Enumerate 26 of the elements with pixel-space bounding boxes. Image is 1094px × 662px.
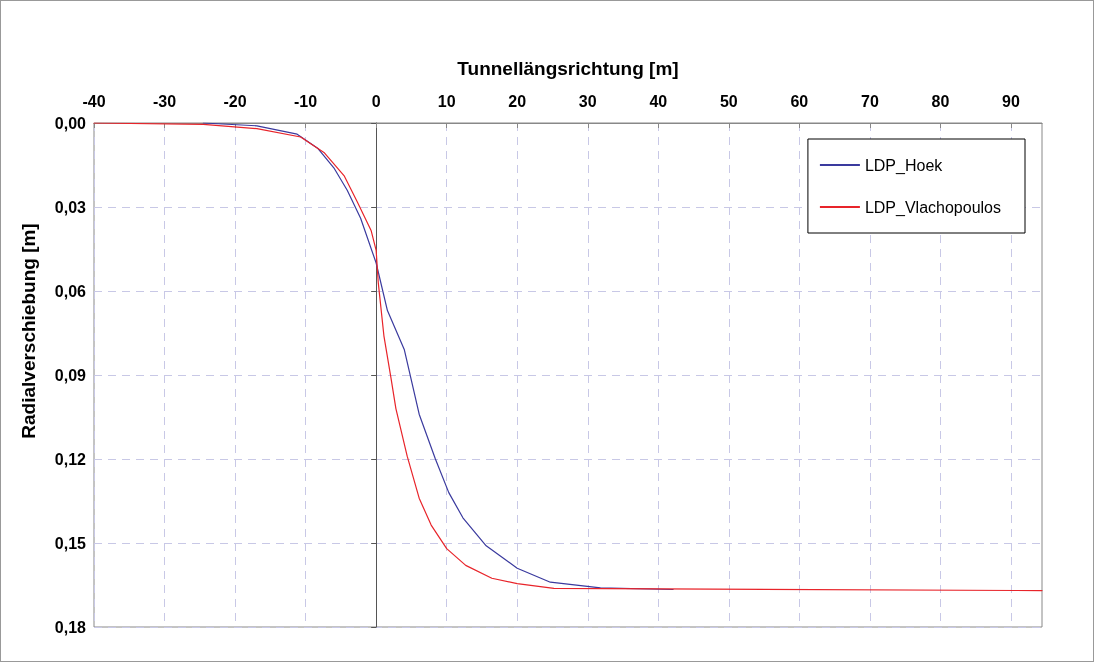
x-tick-label: 0 [371,92,381,110]
line-series [93,122,1043,592]
x-tick-label: 60 [790,92,809,110]
x-tick-label: -10 [294,92,318,110]
y-tick-label: 0,15 [54,534,87,552]
x-tick-label: 20 [508,92,527,110]
x-axis-title: Tunnellängsrichtung [m] [457,58,679,79]
y-tick-label: 0,18 [54,618,87,636]
x-tick-label: 30 [578,92,597,110]
y-tick-label: 0,03 [54,198,87,216]
x-tick-label: 40 [649,92,668,110]
x-tick-label: 10 [437,92,456,110]
y-tick-label: 0,00 [54,114,87,132]
y-tick-label: 0,06 [54,282,87,300]
x-tick-label: 50 [719,92,738,110]
y-tick-label: 0,12 [54,450,87,468]
y-tick-label: 0,09 [54,366,87,384]
x-tick-label: 80 [931,92,950,110]
x-tick-label: -40 [82,92,106,110]
y-axis-title: Radialverschiebung [m] [18,223,39,439]
x-tick-label: 70 [860,92,879,110]
x-tick-label: 90 [1002,92,1020,110]
legend-label: LDP_Vlachopoulos [864,198,1001,217]
x-tick-label: -30 [152,92,177,110]
x-tick-label: -20 [223,92,247,110]
legend-label: LDP_Hoek [864,156,944,175]
